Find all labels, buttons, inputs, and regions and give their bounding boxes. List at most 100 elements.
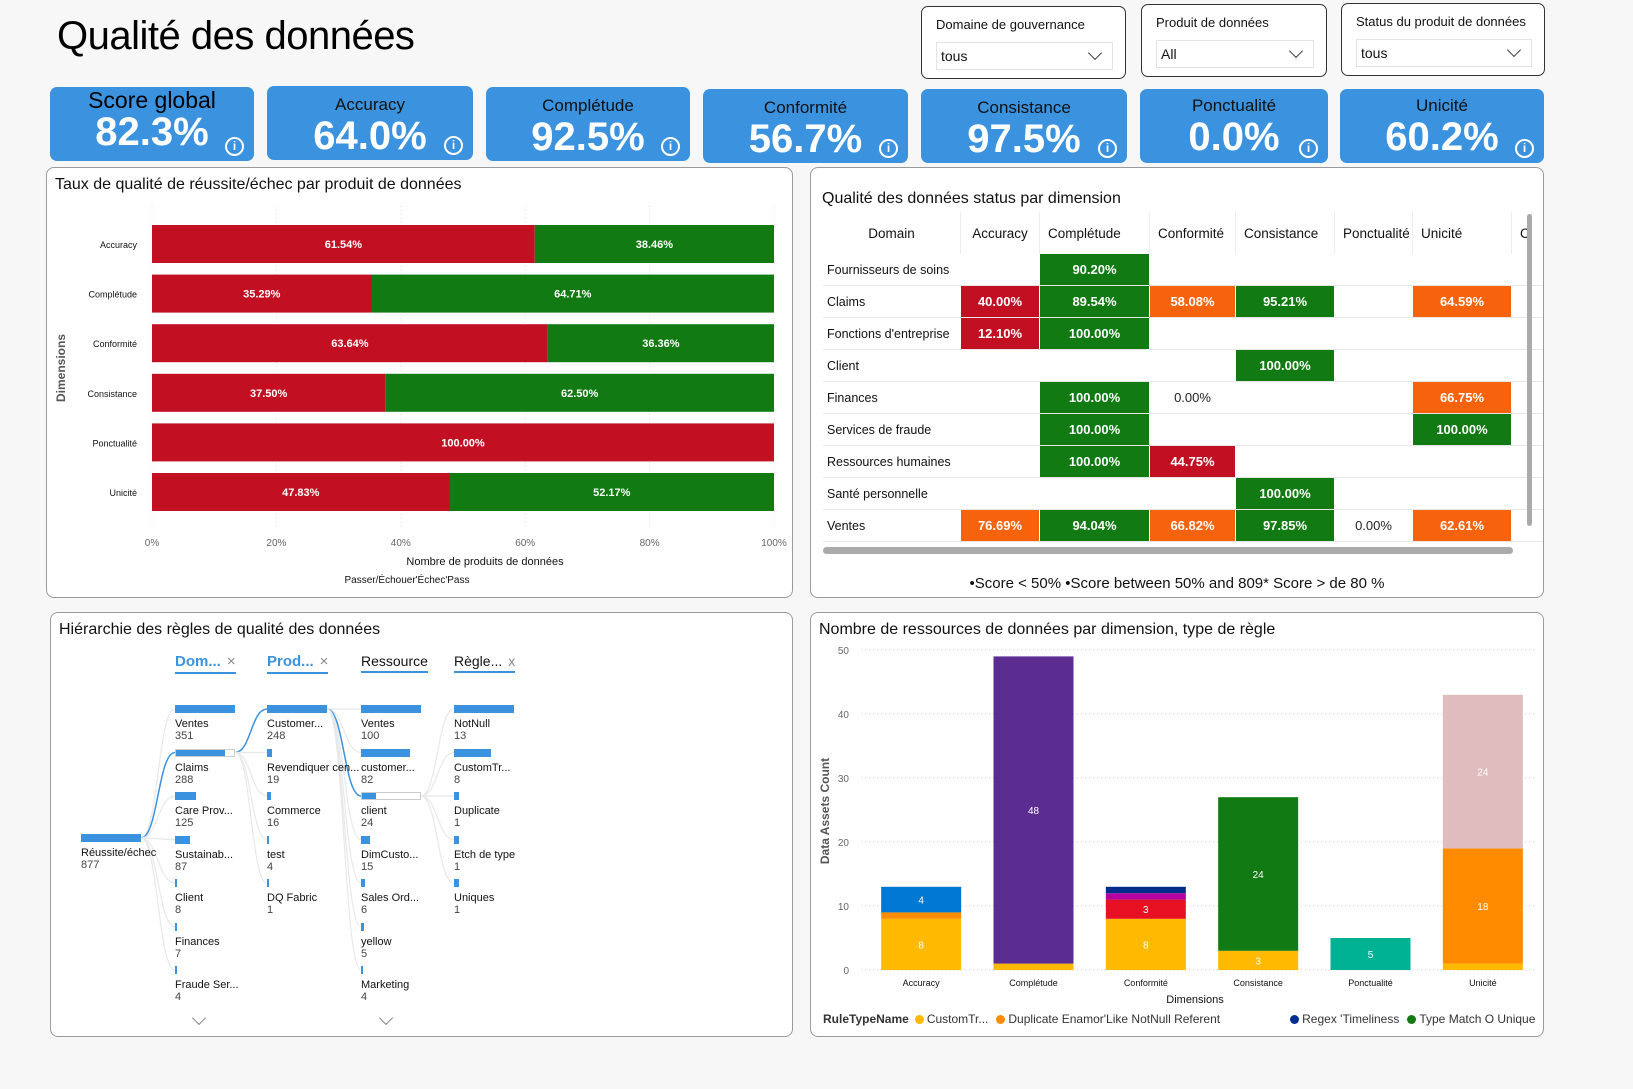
matrix-cell[interactable] (1413, 254, 1512, 285)
matrix-cell[interactable] (1335, 286, 1413, 317)
hierarchy-node[interactable]: DQ Fabric 1 (267, 879, 317, 916)
matrix-cell[interactable]: 100.00% (1040, 446, 1150, 477)
matrix-cell[interactable]: 95.21% (1236, 286, 1335, 317)
matrix-cell[interactable]: 94.04% (1040, 510, 1150, 541)
matrix-cell[interactable] (1040, 350, 1150, 381)
matrix-cell[interactable]: 40.00% (961, 286, 1040, 317)
matrix-cell[interactable]: 66.82% (1150, 510, 1236, 541)
matrix-cell[interactable] (1150, 414, 1236, 445)
bar-segment-pass[interactable] (385, 373, 774, 412)
info-icon[interactable]: i (444, 136, 463, 155)
matrix-column-header[interactable]: Ponctualité (1335, 212, 1413, 254)
matrix-cell[interactable] (1335, 254, 1413, 285)
matrix-cell[interactable] (1150, 478, 1236, 509)
matrix-cell[interactable] (961, 254, 1040, 285)
hierarchy-node[interactable]: Uniques 1 (454, 879, 494, 916)
hierarchy-node[interactable]: Marketing 4 (361, 966, 409, 1003)
bar-segment-échec[interactable] (152, 225, 535, 263)
hierarchy-node[interactable]: client 24 (361, 792, 421, 829)
matrix-cell[interactable] (961, 478, 1040, 509)
bar-segment-échec[interactable] (152, 423, 774, 462)
bar-segment[interactable] (993, 963, 1074, 970)
matrix-cell[interactable]: 100.00% (1040, 382, 1150, 413)
horizontal-scrollbar[interactable] (823, 547, 1513, 554)
hierarchy-node[interactable]: test 4 (267, 835, 285, 873)
matrix-cell[interactable] (961, 350, 1040, 381)
bar-segment[interactable] (993, 656, 1074, 964)
matrix-cell[interactable] (1236, 254, 1335, 285)
close-icon[interactable]: × (226, 653, 236, 670)
matrix-cell[interactable] (1150, 350, 1236, 381)
matrix-cell[interactable] (1040, 478, 1150, 509)
hierarchy-node[interactable]: Sustainab... 87 (175, 835, 233, 873)
kpi-conformite[interactable]: Conformité 56.7% i (703, 89, 908, 163)
bar-segment[interactable] (1442, 694, 1523, 849)
bar-segment[interactable] (1218, 797, 1299, 951)
matrix-cell[interactable] (1150, 318, 1236, 349)
matrix-column-header[interactable]: Complétude (1040, 212, 1150, 254)
bar-segment[interactable] (1442, 963, 1523, 970)
matrix-cell[interactable] (1335, 350, 1413, 381)
matrix-column-header[interactable]: Conformité (1150, 212, 1236, 254)
matrix-cell[interactable]: 62.61% (1413, 510, 1512, 541)
info-icon[interactable]: i (1299, 139, 1318, 158)
matrix-cell[interactable]: 12.10% (961, 318, 1040, 349)
matrix-cell[interactable] (961, 446, 1040, 477)
matrix-cell[interactable]: 64.59% (1413, 286, 1512, 317)
info-icon[interactable]: i (1515, 139, 1534, 158)
bar-segment[interactable] (881, 886, 962, 913)
hierarchy-node[interactable]: Finances 7 (175, 922, 220, 960)
bar-segment-échec[interactable] (152, 473, 450, 511)
hierarchy-node[interactable]: Claims 288 (175, 748, 235, 786)
matrix-cell[interactable]: 100.00% (1236, 478, 1335, 509)
hierarchy-node[interactable]: NotNull 13 (454, 705, 514, 742)
bar-segment-échec[interactable] (152, 373, 386, 412)
vertical-scrollbar[interactable] (1527, 214, 1532, 526)
matrix-cell[interactable]: 0.00% (1150, 382, 1236, 413)
info-icon[interactable]: i (1098, 139, 1117, 158)
bar-segment-pass[interactable] (371, 274, 774, 313)
kpi-score-global[interactable]: Score global 82.3% i (50, 87, 254, 161)
hierarchy-node[interactable]: Etch de type 1 (454, 835, 515, 873)
matrix-cell[interactable] (1413, 350, 1512, 381)
kpi-consistance[interactable]: Consistance 97.5% i (921, 89, 1127, 163)
kpi-ponctualite[interactable]: Ponctualité 0.0% i (1140, 89, 1328, 163)
hierarchy-node[interactable]: Client 8 (175, 879, 203, 916)
hierarchy-level-header[interactable]: Prod... × (267, 653, 329, 674)
bar-segment[interactable] (1218, 950, 1299, 970)
matrix-cell[interactable] (1236, 318, 1335, 349)
matrix-cell[interactable]: 58.08% (1150, 286, 1236, 317)
matrix-cell[interactable]: 0.00% (1335, 510, 1413, 541)
info-icon[interactable]: i (879, 139, 898, 158)
kpi-accuracy[interactable]: Accuracy 64.0% i (267, 86, 473, 160)
filter-dropdown-produit[interactable]: All (1156, 40, 1314, 68)
matrix-cell[interactable]: 66.75% (1413, 382, 1512, 413)
matrix-column-header[interactable]: Accuracy (961, 212, 1040, 254)
hierarchy-node[interactable]: Sales Ord... 6 (361, 879, 419, 916)
info-icon[interactable]: i (661, 137, 680, 156)
bar-segment-pass[interactable] (449, 473, 774, 511)
bar-segment[interactable] (881, 912, 962, 919)
kpi-completude[interactable]: Complétude 92.5% i (486, 87, 690, 161)
hierarchy-node[interactable]: Duplicate 1 (454, 792, 500, 829)
bar-segment[interactable] (1442, 848, 1523, 964)
hierarchy-node[interactable]: Réussite/échec 877 (81, 834, 156, 871)
legend-item[interactable]: Type Match O Unique (1407, 1012, 1535, 1026)
matrix-cell[interactable] (1236, 446, 1335, 477)
matrix-column-header[interactable]: Consistance (1236, 212, 1335, 254)
hierarchy-node[interactable]: Commerce 16 (267, 792, 321, 829)
hierarchy-node[interactable]: CustomTr... 8 (454, 748, 510, 786)
filter-dropdown-status[interactable]: tous (1356, 39, 1532, 67)
hierarchy-node[interactable]: Customer... 248 (267, 705, 327, 742)
matrix-cell[interactable]: 76.69% (961, 510, 1040, 541)
matrix-cell[interactable] (1413, 318, 1512, 349)
bar-segment[interactable] (1105, 918, 1186, 970)
matrix-cell[interactable] (1236, 382, 1335, 413)
matrix-cell[interactable] (1150, 254, 1236, 285)
close-icon[interactable]: × (319, 653, 329, 670)
legend-item[interactable]: Regex 'Timeliness (1290, 1012, 1399, 1026)
matrix-cell[interactable] (961, 382, 1040, 413)
matrix-cell[interactable]: 97.85% (1236, 510, 1335, 541)
bar-segment[interactable] (1105, 893, 1186, 900)
hierarchy-level-header[interactable]: Ressource (361, 653, 428, 673)
